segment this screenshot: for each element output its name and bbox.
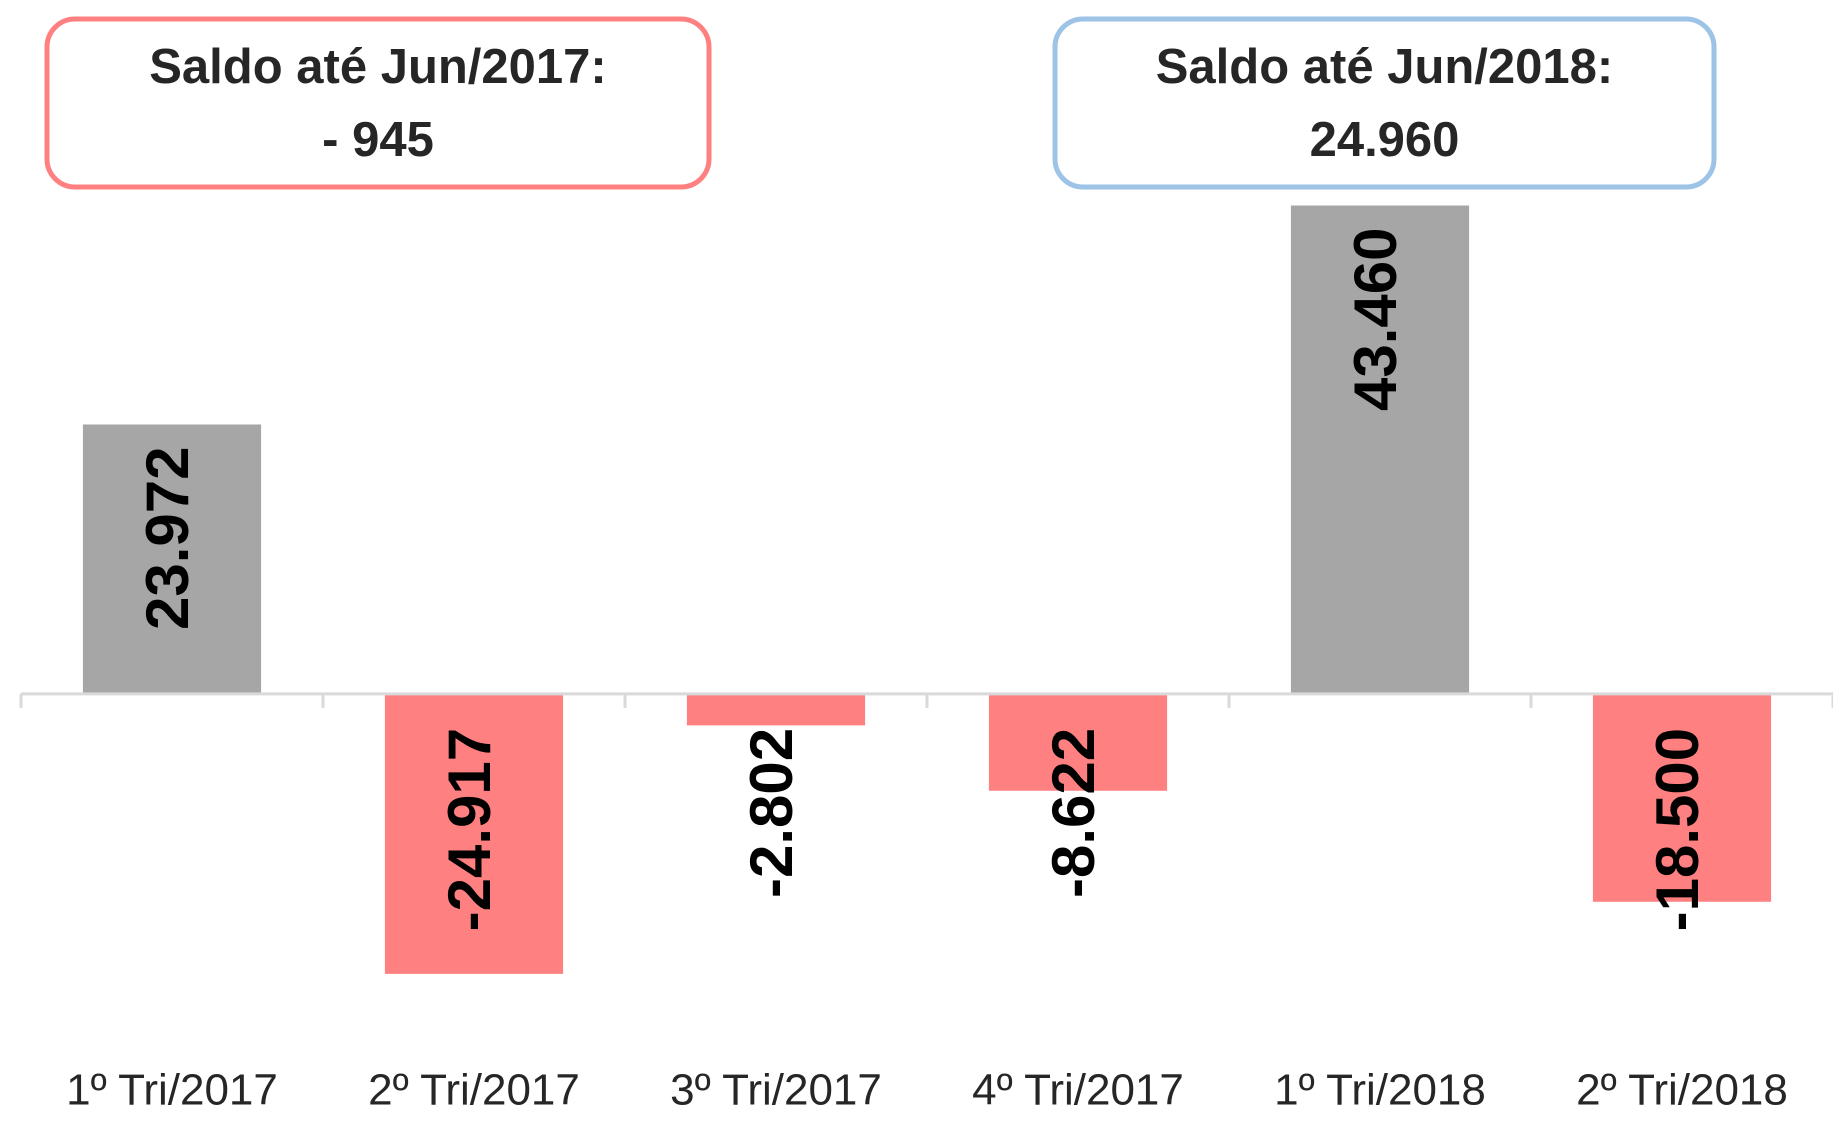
annotation-text: 24.960	[1310, 113, 1460, 167]
annotation-text: Saldo até Jun/2018:	[1156, 40, 1614, 94]
x-tick-label: 3º Tri/2017	[670, 1066, 882, 1115]
x-tick-label: 1º Tri/2018	[1274, 1066, 1486, 1115]
data-label: -24.917	[436, 728, 503, 932]
data-label: -2.802	[738, 728, 805, 898]
annotation-box	[44, 16, 712, 190]
data-label: 43.460	[1342, 227, 1409, 411]
data-label: -18.500	[1644, 728, 1711, 932]
bar	[988, 693, 1168, 791]
data-label: 23.972	[134, 446, 201, 630]
annotation-text: - 945	[322, 113, 434, 167]
bar	[384, 693, 564, 974]
bar	[686, 693, 866, 726]
x-tick-label: 2º Tri/2017	[368, 1066, 580, 1115]
annotation-text: Saldo até Jun/2017:	[149, 40, 607, 94]
x-tick-label: 4º Tri/2017	[972, 1066, 1184, 1115]
x-tick-label: 2º Tri/2018	[1576, 1066, 1788, 1115]
bar	[1592, 693, 1772, 902]
annotation-box	[1052, 16, 1717, 190]
bar	[1290, 205, 1470, 694]
bar	[82, 424, 262, 694]
x-tick-label: 1º Tri/2017	[66, 1066, 278, 1115]
data-label: -8.622	[1040, 728, 1107, 898]
